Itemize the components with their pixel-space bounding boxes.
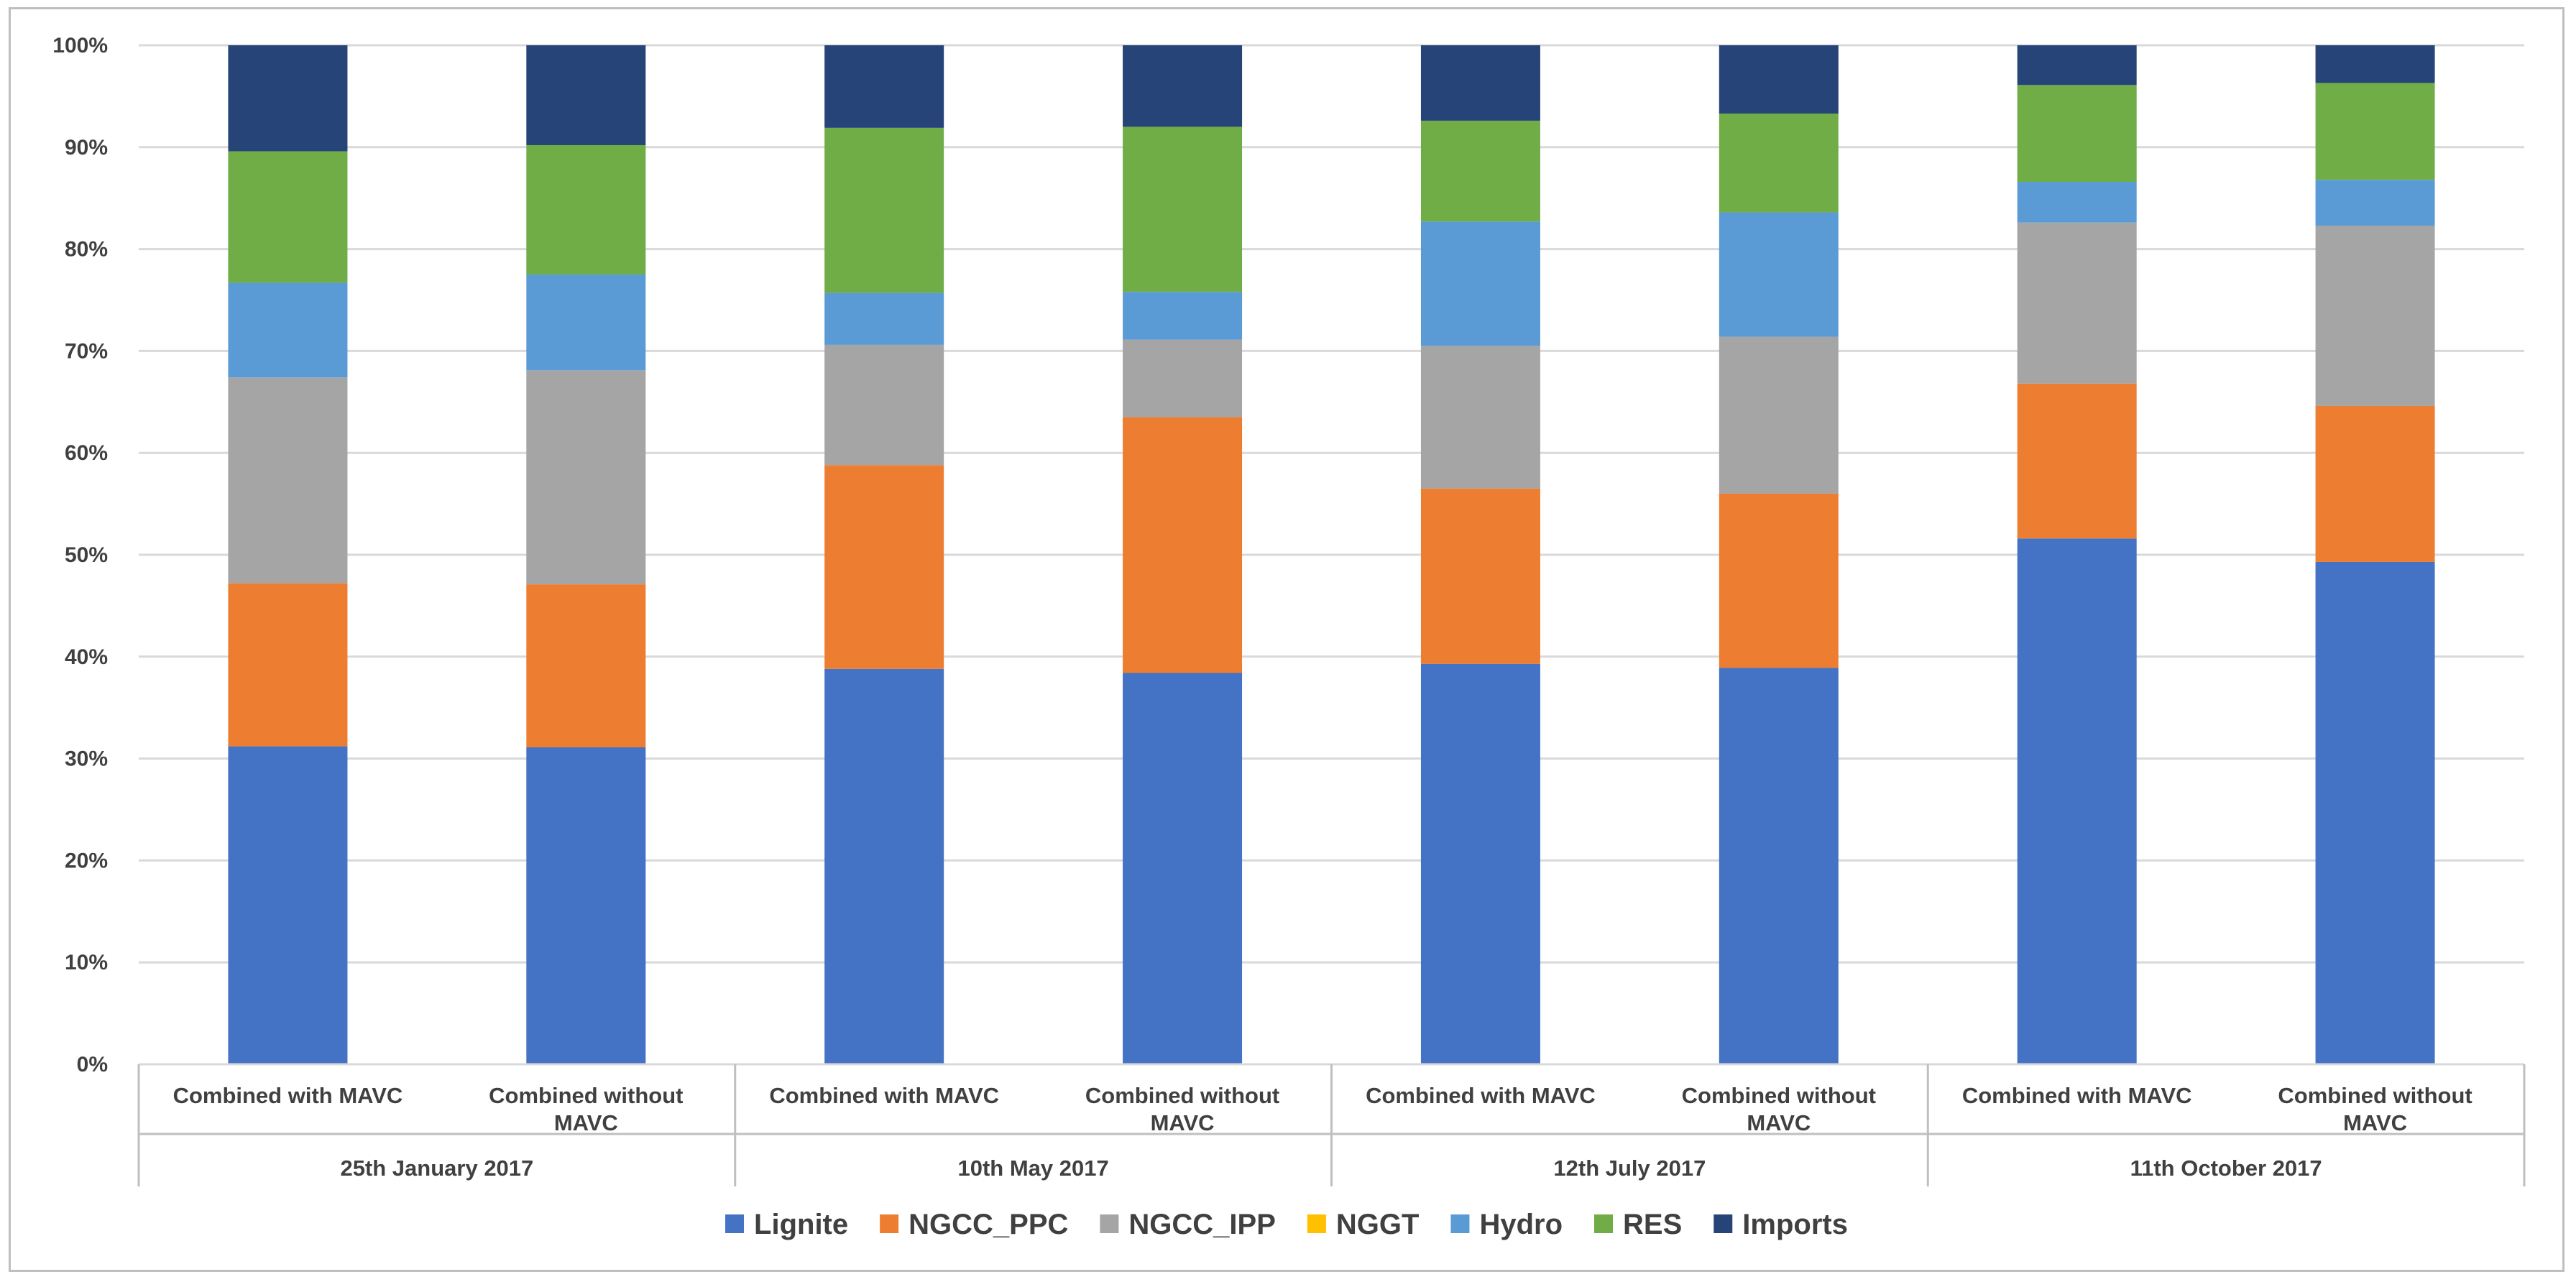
bars: [228, 45, 2435, 1064]
bar-segment-imports: [1719, 45, 1839, 114]
legend-swatch-ngcc-ppc: [880, 1214, 899, 1233]
bar-segment-hydro: [1420, 221, 1540, 346]
legend-swatch-ngcc-ipp: [1100, 1214, 1119, 1233]
y-tick-label: 90%: [65, 136, 108, 160]
bar-segment-lignite: [2315, 561, 2435, 1064]
y-tick-label: 20%: [65, 849, 108, 872]
chart-frame: [9, 7, 2564, 1272]
legend-swatch-imports: [1714, 1214, 1733, 1233]
bar-segment-ngcc-ipp: [1719, 336, 1839, 494]
bar-segment-ngcc-ipp: [526, 370, 646, 585]
bar-segment-ngcc-ipp: [1123, 339, 1243, 418]
bar-segment-res: [1123, 126, 1243, 292]
bar-segment-hydro: [1123, 292, 1243, 340]
x-group-label: 25th January 2017: [340, 1156, 533, 1181]
bar-segment-hydro: [526, 275, 646, 371]
bar-segment-res: [228, 151, 348, 283]
y-tick-label: 80%: [65, 238, 108, 262]
x-category-label: Combined with MAVC: [1366, 1083, 1596, 1108]
gridlines: [139, 44, 2524, 1066]
x-category-label: Combined with MAVC: [173, 1083, 403, 1108]
bar-segment-ngcc-ipp: [228, 377, 348, 584]
bar-segment-res: [526, 144, 646, 275]
bar-segment-ngcc-ipp: [824, 344, 944, 466]
x-category-label: Combined with MAVC: [769, 1083, 999, 1108]
bar-segment-lignite: [824, 668, 944, 1064]
bar-segment-ngcc-ppc: [1719, 493, 1839, 668]
bar-segment-ngcc-ipp: [2315, 225, 2435, 406]
legend-swatch-hydro: [1450, 1214, 1470, 1233]
bar-segment-lignite: [1123, 673, 1243, 1064]
x-category-label: MAVC: [554, 1110, 618, 1135]
bar-segment-ngcc-ppc: [824, 465, 944, 669]
legend-label-nggt: NGGT: [1336, 1209, 1420, 1240]
legend-label-ngcc-ppc: NGCC_PPC: [908, 1209, 1068, 1240]
bar-segment-lignite: [1719, 668, 1839, 1064]
y-tick-label: 50%: [65, 543, 108, 567]
legend-label-imports: Imports: [1742, 1209, 1848, 1240]
y-tick-label: 30%: [65, 747, 108, 771]
legend-swatch-res: [1594, 1214, 1614, 1233]
legend-label-hydro: Hydro: [1479, 1209, 1563, 1240]
bar-segment-ngcc-ppc: [1420, 488, 1540, 664]
bar-segment-hydro: [228, 282, 348, 378]
bar-segment-ngcc-ipp: [2017, 222, 2137, 384]
bar-segment-res: [2315, 83, 2435, 180]
x-category-label: Combined without: [1682, 1083, 1876, 1108]
legend: Lignite NGCC_PPC NGCC_IPP NGGT Hydro RES Impor…: [725, 1209, 1848, 1240]
bar-segment-imports: [2017, 45, 2137, 86]
x-group-label: 11th October 2017: [2130, 1156, 2322, 1181]
y-tick-label: 40%: [65, 645, 108, 669]
x-group-label: 12th July 2017: [1553, 1156, 1706, 1181]
bar-segment-imports: [526, 45, 646, 145]
bar-segment-res: [2017, 85, 2137, 183]
legend-label-lignite: Lignite: [754, 1209, 848, 1240]
bar-segment-ngcc-ppc: [1123, 417, 1243, 673]
bar-segment-hydro: [2315, 180, 2435, 226]
bar-segment-ngcc-ppc: [2315, 405, 2435, 562]
bar-segment-hydro: [1719, 212, 1839, 337]
x-category-label: MAVC: [1151, 1110, 1215, 1135]
bar-segment-lignite: [1420, 663, 1540, 1064]
x-category-label: Combined without: [1085, 1083, 1279, 1108]
x-category-label: Combined without: [2278, 1083, 2472, 1108]
bar-segment-res: [1420, 120, 1540, 222]
bar-segment-ngcc-ppc: [228, 583, 348, 747]
bar-segment-hydro: [824, 292, 944, 345]
legend-label-ngcc-ipp: NGCC_IPP: [1128, 1209, 1276, 1240]
axes: 0% 10% 20% 30% 40% 50% 60% 70% 80% 90% 100% Combine…: [52, 34, 2526, 1186]
bar-segment-lignite: [2017, 538, 2137, 1064]
x-category-label: MAVC: [2343, 1110, 2407, 1135]
legend-swatch-lignite: [725, 1214, 745, 1233]
y-tick-label: 70%: [65, 339, 108, 363]
bar-segment-ngcc-ipp: [1420, 346, 1540, 489]
x-category-label: Combined with MAVC: [1962, 1083, 2192, 1108]
bar-segment-ngcc-ppc: [2017, 383, 2137, 539]
bar-segment-ngcc-ppc: [526, 584, 646, 748]
bar-segment-lignite: [228, 746, 348, 1064]
bar-segment-imports: [1420, 45, 1540, 121]
bar-segment-imports: [2315, 45, 2435, 83]
bar-segment-imports: [228, 45, 348, 152]
x-category-label: Combined without: [489, 1083, 683, 1108]
y-tick-label: 10%: [65, 951, 108, 974]
x-group-label: 10th May 2017: [958, 1156, 1109, 1181]
x-category-label: MAVC: [1747, 1110, 1811, 1135]
y-tick-label: 100%: [52, 34, 108, 57]
y-tick-label: 60%: [65, 441, 108, 465]
bar-segment-hydro: [2017, 182, 2137, 223]
legend-label-res: RES: [1623, 1209, 1682, 1240]
y-tick-label: 0%: [77, 1053, 108, 1076]
bar-segment-imports: [1123, 45, 1243, 127]
bar-segment-res: [824, 127, 944, 293]
bar-segment-imports: [824, 45, 944, 128]
bar-segment-lignite: [526, 747, 646, 1064]
legend-swatch-nggt: [1307, 1214, 1326, 1233]
bar-segment-res: [1719, 114, 1839, 213]
